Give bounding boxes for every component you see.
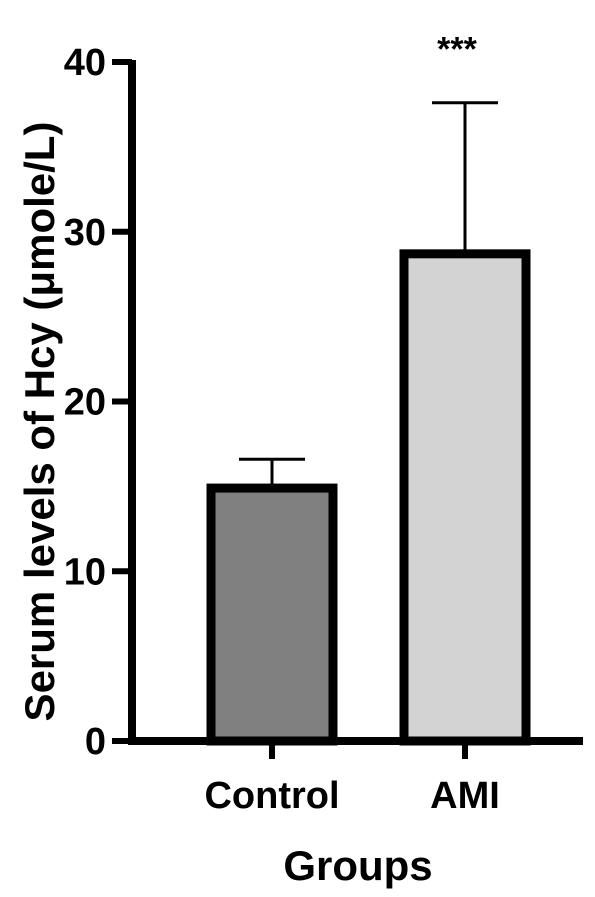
bar-control	[206, 483, 338, 746]
y-tick-label: 30	[64, 212, 106, 254]
x-tick-labels: Control AMI	[204, 775, 499, 817]
y-tick-label: 40	[64, 42, 106, 84]
y-tick-label: 0	[85, 721, 106, 763]
x-tick-label: AMI	[430, 775, 500, 817]
bar-ami	[399, 249, 531, 746]
significance-label: ***	[437, 31, 477, 69]
y-axis-title: Serum levels of Hcy (μmole/L)	[16, 122, 63, 722]
y-axis-title-group: Serum levels of Hcy (μmole/L)	[16, 122, 63, 722]
chart-marks	[112, 59, 583, 759]
y-tick-labels: 0 10 20 30 40	[64, 42, 106, 763]
y-tick-label: 10	[64, 551, 106, 593]
y-tick-label: 20	[64, 382, 106, 424]
x-tick-label: Control	[204, 775, 339, 817]
x-axis-title: Groups	[283, 842, 432, 889]
